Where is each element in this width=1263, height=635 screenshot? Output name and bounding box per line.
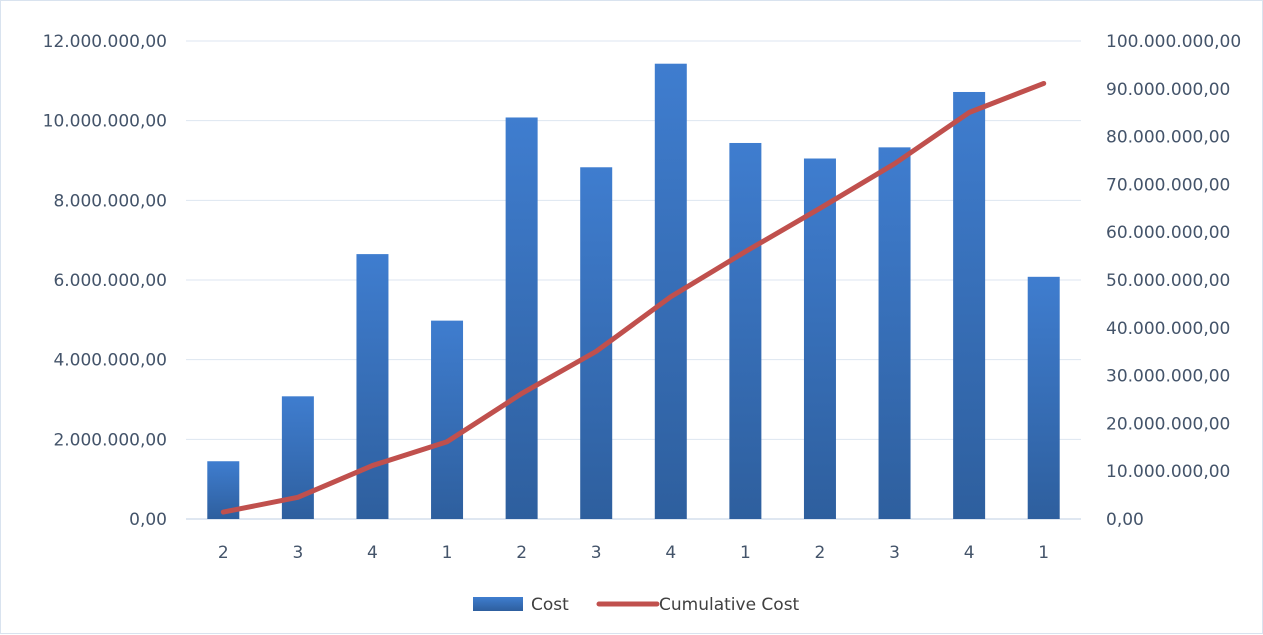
x-tick-label: 2 bbox=[218, 543, 229, 563]
x-tick-label: 3 bbox=[591, 543, 602, 563]
x-tick-label: 1 bbox=[442, 543, 453, 563]
cost-bar bbox=[356, 254, 388, 519]
gridlines bbox=[186, 41, 1081, 519]
cost-bar bbox=[1028, 277, 1060, 519]
y-right-tick-label: 90.000.000,00 bbox=[1106, 80, 1230, 100]
x-tick-label: 4 bbox=[964, 543, 975, 563]
cumulative-cost-line-group bbox=[223, 83, 1044, 512]
cost-bar bbox=[879, 147, 911, 519]
cost-bar bbox=[431, 321, 463, 519]
y-left-tick-label: 12.000.000,00 bbox=[43, 32, 167, 52]
x-tick-label: 2 bbox=[516, 543, 527, 563]
y-right-tick-label: 50.000.000,00 bbox=[1106, 271, 1230, 291]
y-right-tick-label: 10.000.000,00 bbox=[1106, 462, 1230, 482]
y-right-tick-label: 60.000.000,00 bbox=[1106, 223, 1230, 243]
y-left-tick-label: 8.000.000,00 bbox=[53, 191, 167, 211]
x-tick-label: 3 bbox=[292, 543, 303, 563]
cost-bar bbox=[729, 143, 761, 519]
y-right-tick-label: 30.000.000,00 bbox=[1106, 367, 1230, 387]
legend-swatch-cost bbox=[473, 597, 523, 611]
y-right-tick-label: 70.000.000,00 bbox=[1106, 175, 1230, 195]
x-tick-label: 4 bbox=[665, 543, 676, 563]
y-left-tick-label: 6.000.000,00 bbox=[53, 271, 167, 291]
y-left-tick-label: 2.000.000,00 bbox=[53, 430, 167, 450]
x-tick-label: 1 bbox=[740, 543, 751, 563]
legend: Cost Cumulative Cost bbox=[473, 595, 800, 615]
y-right-tick-label: 40.000.000,00 bbox=[1106, 319, 1230, 339]
cost-bar bbox=[506, 117, 538, 519]
x-tick-label: 2 bbox=[815, 543, 826, 563]
y-right-tick-label: 80.000.000,00 bbox=[1106, 128, 1230, 148]
x-tick-label: 3 bbox=[889, 543, 900, 563]
cumulative-cost-line bbox=[223, 83, 1043, 512]
y-right-tick-label: 20.000.000,00 bbox=[1106, 414, 1230, 434]
y-right-tick-label: 0,00 bbox=[1106, 510, 1144, 530]
y-right-tick-label: 100.000.000,00 bbox=[1106, 32, 1241, 52]
x-tick-label: 1 bbox=[1038, 543, 1049, 563]
legend-label-cumulative-cost: Cumulative Cost bbox=[659, 595, 800, 615]
x-tick-label: 4 bbox=[367, 543, 378, 563]
y-left-tick-label: 4.000.000,00 bbox=[53, 351, 167, 371]
cost-bar bbox=[953, 92, 985, 519]
legend-label-cost: Cost bbox=[531, 595, 569, 615]
cost-bars bbox=[207, 64, 1059, 519]
y-left-tick-label: 0,00 bbox=[129, 510, 167, 530]
y-left-tick-label: 10.000.000,00 bbox=[43, 112, 167, 132]
